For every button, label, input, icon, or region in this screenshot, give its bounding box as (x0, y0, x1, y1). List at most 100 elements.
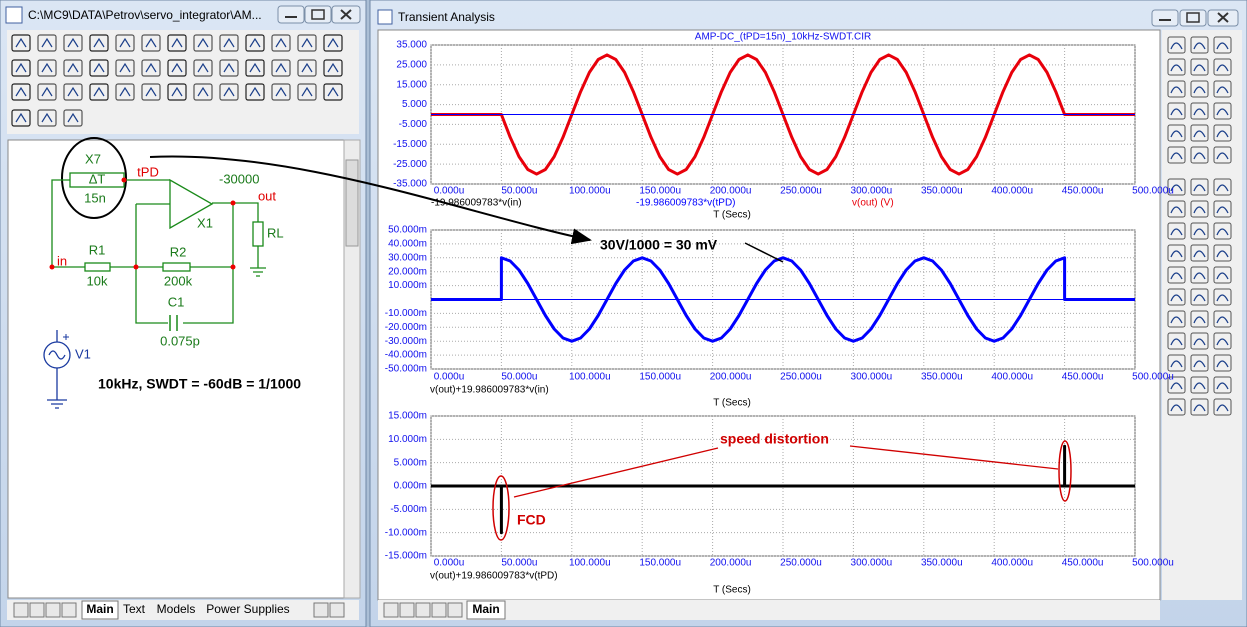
toolbar-icon[interactable] (11, 59, 31, 77)
toolbar-icon[interactable] (1213, 244, 1232, 262)
tab-nav[interactable] (13, 602, 345, 618)
toolbar-icon[interactable] (1213, 266, 1232, 284)
toolbar-icon[interactable] (1190, 80, 1209, 98)
toolbar-icon[interactable] (141, 59, 161, 77)
toolbar-icon[interactable] (1167, 80, 1186, 98)
toolbar-icon[interactable] (1190, 200, 1209, 218)
toolbar-icon[interactable] (1167, 178, 1186, 196)
tab[interactable]: Power Supplies (206, 602, 289, 616)
scrollbar[interactable] (343, 139, 361, 599)
toolbar-icon[interactable] (1213, 222, 1232, 240)
toolbar-icon[interactable] (1213, 332, 1232, 350)
toolbar-icon[interactable] (63, 83, 83, 101)
toolbar-icon[interactable] (37, 59, 57, 77)
toolbar-icon[interactable] (245, 34, 265, 52)
toolbar-icon[interactable] (323, 83, 343, 101)
toolbar-icon[interactable] (271, 59, 291, 77)
tab-nav[interactable] (383, 602, 463, 618)
toolbar-icon[interactable] (193, 83, 213, 101)
toolbar-icon[interactable] (1190, 398, 1209, 416)
toolbar-icon[interactable] (1190, 354, 1209, 372)
toolbar-icon[interactable] (219, 59, 239, 77)
toolbar-icon[interactable] (11, 83, 31, 101)
toolbar-icon[interactable] (1190, 376, 1209, 394)
toolbar-icon[interactable] (1213, 376, 1232, 394)
toolbar-icon[interactable] (89, 34, 109, 52)
tab[interactable]: Text (123, 602, 146, 616)
toolbar-icon[interactable] (63, 109, 83, 127)
toolbar-icon[interactable] (1213, 124, 1232, 142)
toolbar-icon[interactable] (1167, 332, 1186, 350)
toolbar-icon[interactable] (37, 109, 57, 127)
toolbar-icon[interactable] (1167, 398, 1186, 416)
toolbar-icon[interactable] (1167, 222, 1186, 240)
toolbar-icon[interactable] (1213, 80, 1232, 98)
toolbar-icon[interactable] (1167, 266, 1186, 284)
toolbar-icon[interactable] (1167, 200, 1186, 218)
tab[interactable]: Models (157, 602, 196, 616)
toolbar-icon[interactable] (1213, 398, 1232, 416)
toolbar-icon[interactable] (167, 59, 187, 77)
toolbar-icon[interactable] (245, 59, 265, 77)
toolbar-icon[interactable] (115, 59, 135, 77)
active-tab[interactable] (466, 600, 506, 620)
toolbar-icon[interactable] (1167, 146, 1186, 164)
toolbar-icon[interactable] (245, 83, 265, 101)
toolbar-icon[interactable] (63, 59, 83, 77)
toolbar-icon[interactable] (1167, 310, 1186, 328)
toolbar-icon[interactable] (193, 59, 213, 77)
tab[interactable]: Main (472, 602, 499, 616)
toolbar-icon[interactable] (1167, 36, 1186, 54)
active-tab[interactable] (81, 600, 119, 620)
toolbar-icon[interactable] (1167, 124, 1186, 142)
toolbar-icon[interactable] (297, 59, 317, 77)
toolbar-icon[interactable] (167, 34, 187, 52)
toolbar-icon[interactable] (1213, 36, 1232, 54)
toolbar-icon[interactable] (271, 34, 291, 52)
toolbar-icon[interactable] (1213, 102, 1232, 120)
toolbar-icon[interactable] (1213, 288, 1232, 306)
toolbar-icon[interactable] (1213, 310, 1232, 328)
toolbar-icon[interactable] (1190, 36, 1209, 54)
toolbar-icon[interactable] (1190, 310, 1209, 328)
toolbar-icon[interactable] (1213, 58, 1232, 76)
toolbar-icon[interactable] (37, 83, 57, 101)
toolbar-icon[interactable] (89, 59, 109, 77)
toolbar-icon[interactable] (37, 34, 57, 52)
toolbar-icon[interactable] (271, 83, 291, 101)
toolbar-icon[interactable] (219, 83, 239, 101)
toolbar-icon[interactable] (11, 34, 31, 52)
toolbar-icon[interactable] (1190, 332, 1209, 350)
toolbar-icon[interactable] (1190, 266, 1209, 284)
toolbar-icon[interactable] (167, 83, 187, 101)
toolbar-icon[interactable] (115, 83, 135, 101)
toolbar-icon[interactable] (1213, 146, 1232, 164)
toolbar-icon[interactable] (11, 109, 31, 127)
toolbar-icon[interactable] (89, 83, 109, 101)
toolbar-icon[interactable] (1167, 102, 1186, 120)
toolbar-icon[interactable] (1190, 178, 1209, 196)
toolbar-icon[interactable] (1213, 200, 1232, 218)
tab[interactable]: Main (86, 602, 113, 616)
toolbar-icon[interactable] (219, 34, 239, 52)
toolbar-icon[interactable] (1167, 354, 1186, 372)
toolbar-icon[interactable] (323, 59, 343, 77)
toolbar-icon[interactable] (1213, 178, 1232, 196)
toolbar-icon[interactable] (115, 34, 135, 52)
toolbar-icon[interactable] (1190, 222, 1209, 240)
toolbar-icon[interactable] (323, 34, 343, 52)
window-buttons[interactable] (277, 5, 361, 24)
toolbar-icon[interactable] (1190, 288, 1209, 306)
toolbar-icon[interactable] (297, 83, 317, 101)
toolbar-icon[interactable] (1213, 354, 1232, 372)
toolbar-icon[interactable] (1167, 58, 1186, 76)
toolbar-icon[interactable] (1190, 58, 1209, 76)
toolbar-icon[interactable] (297, 34, 317, 52)
toolbar-icon[interactable] (63, 34, 83, 52)
toolbar-icon[interactable] (1190, 124, 1209, 142)
scroll-thumb[interactable] (345, 159, 359, 247)
toolbar-icon[interactable] (193, 34, 213, 52)
toolbar-icon[interactable] (1190, 102, 1209, 120)
toolbar-icon[interactable] (1190, 244, 1209, 262)
toolbar-icon[interactable] (1167, 288, 1186, 306)
